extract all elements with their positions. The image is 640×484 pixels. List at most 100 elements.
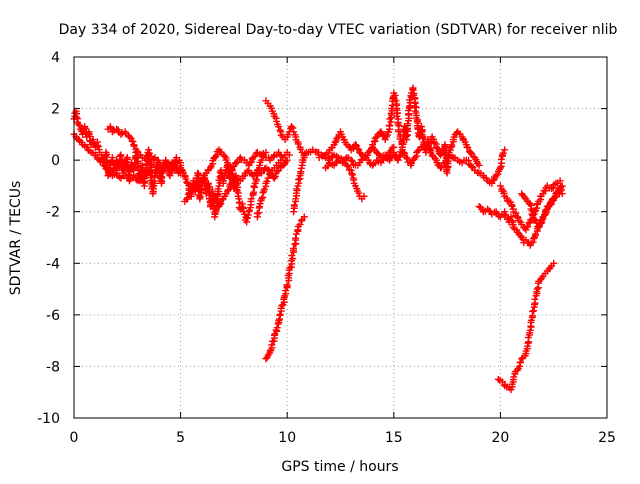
data-point bbox=[496, 164, 504, 172]
data-point bbox=[556, 185, 564, 193]
data-point bbox=[497, 155, 505, 163]
x-axis-label: GPS time / hours bbox=[281, 459, 398, 475]
data-series bbox=[70, 84, 566, 394]
data-point bbox=[117, 152, 125, 160]
data-point bbox=[496, 182, 504, 190]
data-point bbox=[232, 174, 240, 182]
data-point bbox=[147, 161, 155, 169]
data-point bbox=[558, 190, 566, 198]
data-point bbox=[468, 163, 476, 171]
data-point bbox=[283, 281, 291, 289]
data-point bbox=[531, 215, 539, 223]
data-point bbox=[403, 154, 411, 162]
data-point bbox=[402, 132, 410, 140]
y-axis-label: SDTVAR / TECUs bbox=[8, 181, 24, 296]
data-point bbox=[557, 186, 565, 194]
data-point bbox=[295, 176, 303, 184]
data-point bbox=[94, 142, 102, 150]
data-point bbox=[251, 152, 259, 160]
data-point bbox=[74, 120, 82, 128]
data-point bbox=[355, 189, 363, 197]
data-point bbox=[253, 209, 261, 217]
data-point bbox=[374, 150, 382, 158]
data-point bbox=[386, 115, 394, 123]
data-point bbox=[464, 144, 472, 152]
data-point bbox=[291, 240, 299, 248]
data-point bbox=[224, 187, 232, 195]
data-point bbox=[437, 163, 445, 171]
grid bbox=[74, 57, 607, 418]
data-point bbox=[184, 194, 192, 202]
data-point bbox=[107, 124, 115, 132]
data-point bbox=[533, 285, 541, 293]
data-point bbox=[264, 174, 272, 182]
y-tick-label: -10 bbox=[37, 411, 60, 427]
data-point bbox=[218, 196, 226, 204]
data-point bbox=[434, 145, 442, 153]
data-point bbox=[344, 162, 352, 170]
data-point bbox=[348, 170, 356, 178]
data-point bbox=[296, 221, 304, 229]
data-point bbox=[183, 195, 191, 203]
data-point bbox=[507, 213, 515, 221]
data-point bbox=[394, 156, 402, 164]
data-point bbox=[398, 139, 406, 147]
data-point bbox=[467, 148, 475, 156]
x-tick-label: 15 bbox=[385, 430, 403, 446]
data-point bbox=[524, 223, 532, 231]
data-point bbox=[348, 171, 356, 179]
data-point bbox=[226, 180, 234, 188]
data-point bbox=[551, 193, 559, 201]
data-point bbox=[225, 186, 233, 194]
data-point bbox=[489, 176, 497, 184]
y-tick-label: 4 bbox=[51, 50, 60, 66]
data-point bbox=[300, 213, 308, 221]
data-point bbox=[488, 179, 496, 187]
data-point bbox=[297, 164, 305, 172]
data-point bbox=[247, 195, 255, 203]
y-tick-label: -4 bbox=[46, 256, 60, 272]
data-point bbox=[548, 185, 556, 193]
data-point bbox=[275, 123, 283, 131]
data-point bbox=[129, 138, 137, 146]
data-point bbox=[501, 146, 509, 154]
x-tick-label: 20 bbox=[491, 430, 509, 446]
data-point bbox=[290, 128, 298, 136]
data-point bbox=[76, 122, 84, 130]
data-point bbox=[556, 177, 564, 185]
data-point bbox=[475, 161, 483, 169]
data-point bbox=[150, 155, 158, 163]
data-point bbox=[252, 175, 260, 183]
data-point bbox=[331, 138, 339, 146]
data-point bbox=[120, 163, 128, 171]
x-tick-label: 25 bbox=[598, 430, 616, 446]
data-point bbox=[414, 147, 422, 155]
data-point bbox=[148, 160, 156, 168]
data-point bbox=[262, 355, 270, 363]
x-tick-label: 5 bbox=[176, 430, 185, 446]
data-point bbox=[211, 205, 219, 213]
data-point bbox=[115, 173, 123, 181]
data-point bbox=[348, 157, 356, 165]
data-point bbox=[453, 129, 461, 137]
data-point bbox=[258, 151, 266, 159]
data-point bbox=[81, 124, 89, 132]
data-point bbox=[290, 201, 298, 209]
data-point bbox=[353, 145, 361, 153]
data-point bbox=[259, 189, 267, 197]
data-point bbox=[285, 151, 293, 159]
data-point bbox=[364, 148, 372, 156]
data-point bbox=[550, 259, 558, 267]
data-point bbox=[292, 234, 300, 242]
data-point bbox=[250, 188, 258, 196]
data-point bbox=[343, 161, 351, 169]
data-point bbox=[216, 201, 224, 209]
data-point bbox=[276, 310, 284, 318]
data-point bbox=[351, 141, 359, 149]
data-point bbox=[157, 173, 165, 181]
data-point bbox=[258, 195, 266, 203]
y-tick-label: -8 bbox=[46, 359, 60, 375]
y-tick-label: -6 bbox=[46, 308, 60, 324]
